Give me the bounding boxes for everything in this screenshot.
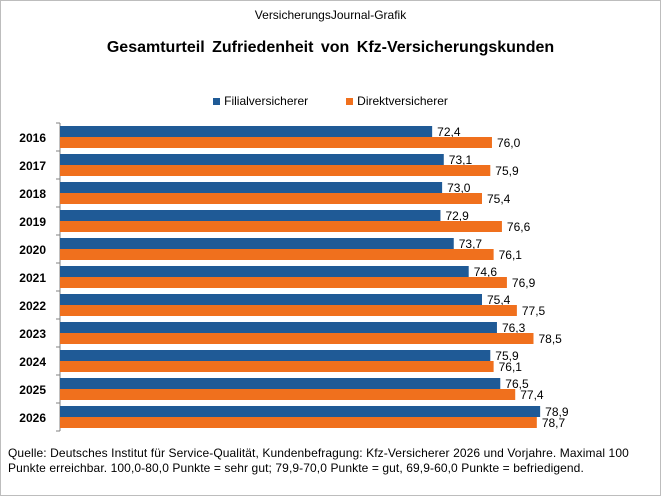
bar-direktversicherer-2017 — [60, 165, 491, 176]
legend-label-filialversicherer: Filialversicherer — [224, 94, 309, 108]
data-label-direktversicherer-2026: 78,7 — [542, 416, 566, 430]
data-label-direktversicherer-2017: 75,9 — [495, 164, 519, 178]
bar-filialversicherer-2019 — [60, 210, 441, 221]
y-tick-label-2026: 2026 — [19, 411, 46, 425]
data-label-direktversicherer-2019: 76,6 — [507, 220, 531, 234]
bar-filialversicherer-2016 — [60, 126, 433, 137]
bar-direktversicherer-2024 — [60, 361, 494, 372]
bar-direktversicherer-2022 — [60, 305, 517, 316]
y-tick-label-2017: 2017 — [19, 159, 46, 173]
bar-filialversicherer-2021 — [60, 266, 469, 277]
data-label-filialversicherer-2021: 74,6 — [474, 265, 498, 279]
legend-item-filialversicherer: Filialversicherer — [213, 94, 308, 108]
bar-filialversicherer-2020 — [60, 238, 454, 249]
bar-filialversicherer-2025 — [60, 378, 501, 389]
source-label: VersicherungsJournal-Grafik — [254, 8, 407, 22]
data-label-filialversicherer-2024: 75,9 — [495, 349, 519, 363]
data-label-direktversicherer-2016: 76,0 — [497, 136, 521, 150]
y-tick-label-2023: 2023 — [19, 327, 46, 341]
data-label-filialversicherer-2023: 76,3 — [502, 321, 526, 335]
data-label-direktversicherer-2024: 76,1 — [499, 360, 523, 374]
bar-direktversicherer-2020 — [60, 249, 494, 260]
y-tick-label-2022: 2022 — [19, 299, 46, 313]
bar-direktversicherer-2025 — [60, 389, 516, 400]
legend-swatch-direktversicherer — [346, 97, 354, 105]
y-tick-label-2018: 2018 — [19, 187, 46, 201]
legend-item-direktversicherer: Direktversicherer — [346, 94, 448, 108]
y-tick-label-2019: 2019 — [19, 215, 46, 229]
data-label-filialversicherer-2026: 78,9 — [545, 405, 569, 419]
data-label-filialversicherer-2020: 73,7 — [459, 237, 483, 251]
data-label-direktversicherer-2025: 77,4 — [520, 388, 544, 402]
data-label-direktversicherer-2018: 75,4 — [487, 192, 511, 206]
data-label-filialversicherer-2022: 75,4 — [487, 293, 511, 307]
bar-direktversicherer-2018 — [60, 193, 482, 204]
data-label-filialversicherer-2018: 73,0 — [447, 181, 471, 195]
y-tick-label-2016: 2016 — [19, 131, 46, 145]
y-tick-label-2020: 2020 — [19, 243, 46, 257]
bar-filialversicherer-2018 — [60, 182, 443, 193]
bar-filialversicherer-2024 — [60, 350, 491, 361]
data-label-direktversicherer-2023: 78,5 — [538, 332, 562, 346]
bar-direktversicherer-2021 — [60, 277, 507, 288]
data-label-filialversicherer-2025: 76,5 — [505, 377, 529, 391]
data-label-direktversicherer-2021: 76,9 — [512, 276, 536, 290]
data-label-filialversicherer-2019: 72,9 — [445, 209, 469, 223]
bar-filialversicherer-2017 — [60, 154, 444, 165]
legend-swatch-filialversicherer — [213, 97, 221, 105]
bar-direktversicherer-2019 — [60, 221, 502, 232]
bar-filialversicherer-2023 — [60, 322, 497, 333]
data-label-direktversicherer-2022: 77,5 — [522, 304, 546, 318]
bar-direktversicherer-2026 — [60, 417, 537, 428]
data-label-direktversicherer-2020: 76,1 — [499, 248, 523, 262]
y-tick-label-2024: 2024 — [19, 355, 46, 369]
bar-direktversicherer-2016 — [60, 137, 492, 148]
chart-title: Gesamturteil Zufriedenheit von Kfz-Versi… — [106, 39, 555, 56]
bar-direktversicherer-2023 — [60, 333, 534, 344]
bar-filialversicherer-2026 — [60, 406, 541, 417]
y-tick-label-2025: 2025 — [19, 383, 46, 397]
source-note: Quelle: Deutsches Institut für Service-Q… — [8, 446, 629, 475]
y-tick-label-2021: 2021 — [19, 271, 46, 285]
bar-filialversicherer-2022 — [60, 294, 482, 305]
legend: Filialversicherer Direktversicherer — [0, 94, 661, 108]
data-label-filialversicherer-2017: 73,1 — [449, 153, 473, 167]
legend-label-direktversicherer: Direktversicherer — [357, 94, 448, 108]
data-label-filialversicherer-2016: 72,4 — [437, 125, 461, 139]
